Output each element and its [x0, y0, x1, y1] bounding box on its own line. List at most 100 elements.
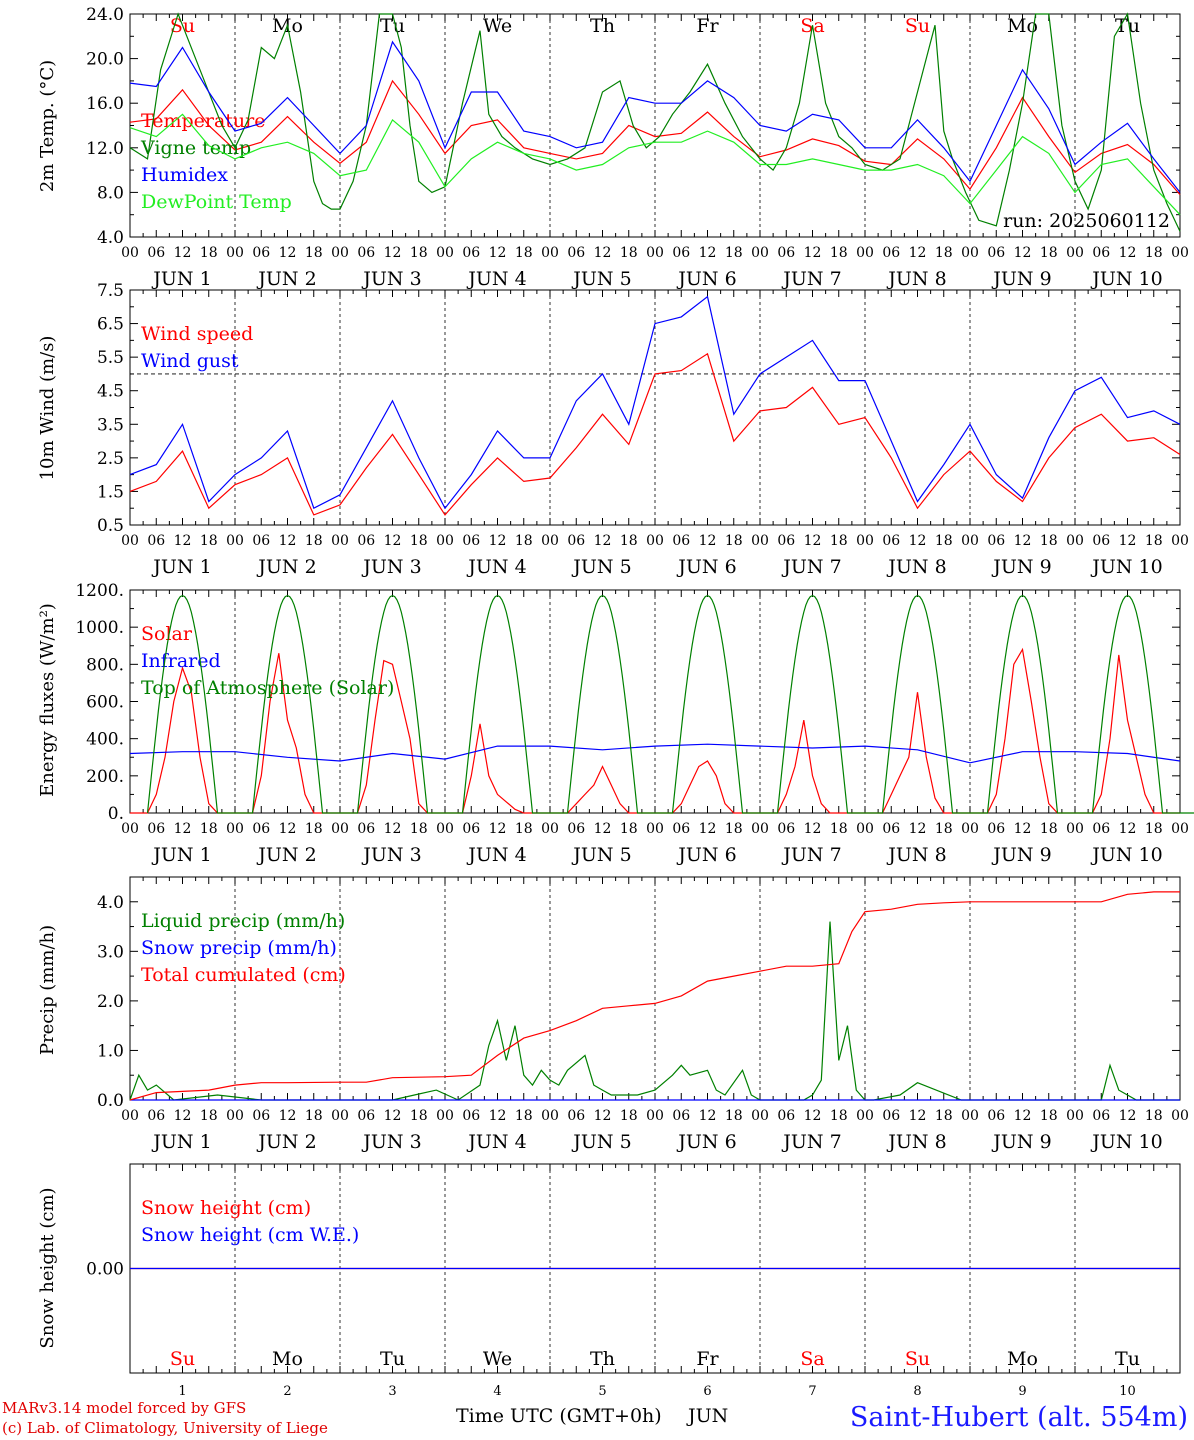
legend-entry: DewPoint Temp: [141, 191, 292, 213]
hour-tick-label: 12: [594, 821, 612, 837]
date-label: JUN 3: [361, 844, 421, 866]
legend-entry: Infrared: [141, 650, 221, 672]
hour-tick-label: 06: [147, 533, 165, 549]
hour-tick-label: 12: [489, 821, 507, 837]
y-tick-label: 2.5: [97, 449, 124, 469]
weekday-label: We: [483, 1348, 512, 1370]
hour-tick-label: 06: [1092, 533, 1110, 549]
weekday-label: We: [483, 15, 512, 37]
hour-tick-label: 12: [279, 821, 297, 837]
hour-tick-label: 06: [1092, 821, 1110, 837]
date-label: JUN 1: [151, 844, 211, 866]
legend-entry: Snow height (cm W.E.): [141, 1224, 359, 1246]
month-label: JUN: [688, 1405, 729, 1427]
y-tick-label: 0.0: [97, 1091, 124, 1111]
hour-tick-label: 12: [174, 533, 192, 549]
hour-tick-label: 12: [804, 1108, 822, 1124]
y-tick-label: 3.0: [97, 942, 124, 962]
hour-tick-label: 18: [935, 821, 953, 837]
date-label: JUN 6: [676, 268, 736, 290]
hour-tick-label: 00: [541, 821, 559, 837]
series-line-infrared: [129, 743, 1181, 764]
hour-tick-label: 12: [489, 245, 507, 261]
date-label: JUN 8: [886, 1131, 946, 1153]
hour-tick-label: 18: [410, 821, 428, 837]
hour-tick-label: 12: [594, 1108, 612, 1124]
day-number-label: 8: [913, 1384, 921, 1399]
hour-tick-label: 18: [305, 245, 323, 261]
hour-tick-label: 06: [882, 821, 900, 837]
hour-tick-label: 00: [856, 533, 874, 549]
hour-tick-label: 12: [174, 245, 192, 261]
hour-tick-label: 18: [305, 1108, 323, 1124]
date-label: JUN 10: [1090, 556, 1162, 578]
y-tick-label: 1000.: [75, 618, 124, 638]
hour-tick-label: 12: [1119, 245, 1137, 261]
hour-tick-label: 00: [1171, 1108, 1189, 1124]
date-label: JUN 6: [676, 844, 736, 866]
hour-tick-label: 18: [620, 821, 638, 837]
day-number-label: 7: [808, 1384, 816, 1399]
date-label: JUN 7: [781, 1131, 841, 1153]
hour-tick-label: 18: [935, 1108, 953, 1124]
legend-entry: Humidex: [141, 164, 228, 186]
y-tick-label: 2.0: [97, 992, 124, 1012]
date-label: JUN 10: [1090, 844, 1162, 866]
date-label: JUN 1: [151, 556, 211, 578]
hour-tick-label: 06: [462, 1108, 480, 1124]
hour-tick-label: 18: [515, 245, 533, 261]
hour-tick-label: 00: [1171, 245, 1189, 261]
date-label: JUN 3: [361, 556, 421, 578]
day-number-label: 10: [1119, 1384, 1136, 1399]
date-label: JUN 1: [151, 1131, 211, 1153]
run-label: run: 2025060112: [1003, 210, 1170, 232]
lab-credit: (c) Lab. of Climatology, University of L…: [2, 1419, 328, 1437]
hour-tick-label: 18: [200, 821, 218, 837]
hour-tick-label: 06: [567, 821, 585, 837]
legend-entry: Liquid precip (mm/h): [141, 910, 345, 932]
hour-tick-label: 06: [777, 821, 795, 837]
date-label: JUN 5: [571, 1131, 631, 1153]
hour-tick-label: 18: [1040, 1108, 1058, 1124]
hour-tick-label: 06: [672, 1108, 690, 1124]
y-tick-label: 400.: [86, 730, 124, 750]
hour-tick-label: 00: [121, 533, 139, 549]
hour-tick-label: 06: [147, 245, 165, 261]
weekday-label: Mo: [1007, 15, 1038, 37]
y-tick-label: 1200.: [75, 581, 124, 601]
date-label: JUN 7: [781, 268, 841, 290]
hour-tick-label: 18: [410, 533, 428, 549]
hour-tick-label: 18: [200, 533, 218, 549]
y-tick-label: 6.5: [97, 315, 124, 335]
hour-tick-label: 06: [777, 245, 795, 261]
hour-tick-label: 00: [121, 245, 139, 261]
y-tick-label: 1.5: [97, 482, 124, 502]
weekday-label: Th: [590, 15, 615, 37]
hour-tick-label: 06: [357, 245, 375, 261]
hour-tick-label: 06: [462, 533, 480, 549]
date-label: JUN 5: [571, 268, 631, 290]
hour-tick-label: 06: [672, 533, 690, 549]
hour-tick-label: 18: [305, 533, 323, 549]
date-label: JUN 3: [361, 268, 421, 290]
date-label: JUN 2: [256, 556, 316, 578]
weekday-label: Fr: [696, 15, 719, 37]
hour-tick-label: 00: [751, 533, 769, 549]
hour-tick-label: 06: [252, 821, 270, 837]
hour-tick-label: 00: [751, 245, 769, 261]
hour-tick-label: 12: [384, 1108, 402, 1124]
hour-tick-label: 00: [646, 1108, 664, 1124]
date-label: JUN 2: [256, 1131, 316, 1153]
weekday-label: Tu: [380, 1348, 405, 1370]
hour-tick-label: 06: [357, 821, 375, 837]
hour-tick-label: 18: [305, 821, 323, 837]
date-label: JUN 9: [991, 1131, 1051, 1153]
day-number-label: 5: [598, 1384, 606, 1399]
series-line-temperature: [129, 79, 1181, 195]
hour-tick-label: 18: [1145, 533, 1163, 549]
hour-tick-label: 18: [935, 245, 953, 261]
hour-tick-label: 00: [856, 245, 874, 261]
hour-tick-label: 00: [751, 1108, 769, 1124]
hour-tick-label: 00: [541, 533, 559, 549]
date-label: JUN 2: [256, 268, 316, 290]
